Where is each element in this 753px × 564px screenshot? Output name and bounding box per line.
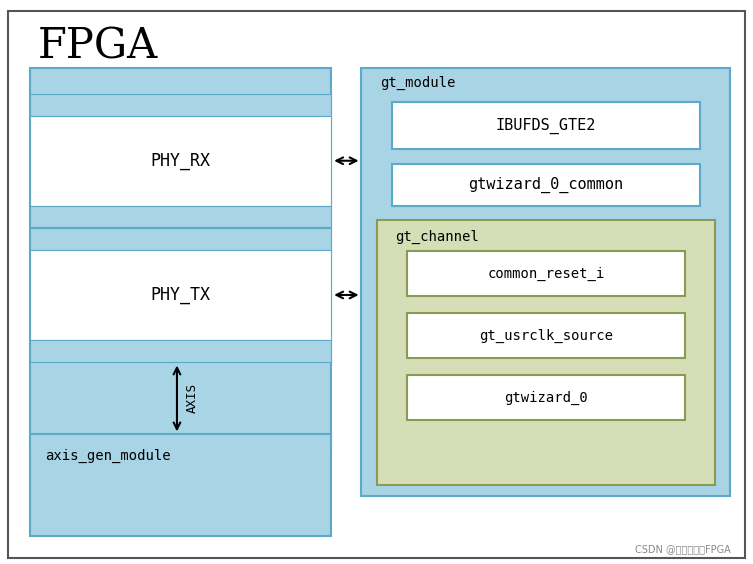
Bar: [30, 206, 331, 227]
Text: gt_usrclk_source: gt_usrclk_source: [479, 328, 613, 343]
Bar: [361, 68, 730, 496]
Bar: [30, 340, 331, 362]
Bar: [30, 228, 331, 250]
Bar: [407, 313, 685, 358]
Text: gtwizard_0: gtwizard_0: [504, 390, 588, 405]
Bar: [407, 375, 685, 420]
Bar: [407, 251, 685, 296]
Text: FPGA: FPGA: [38, 25, 158, 67]
Text: PHY_TX: PHY_TX: [151, 286, 211, 304]
Bar: [30, 68, 331, 451]
Text: common_reset_i: common_reset_i: [487, 266, 605, 281]
Text: CSDN @顺子学不会FPGA: CSDN @顺子学不会FPGA: [635, 544, 730, 554]
Bar: [392, 102, 700, 149]
Bar: [392, 164, 700, 206]
Text: PHY_RX: PHY_RX: [151, 152, 211, 170]
Bar: [30, 434, 331, 536]
Text: gtwizard_0_common: gtwizard_0_common: [468, 177, 623, 193]
Bar: [376, 220, 715, 485]
Text: gt_channel: gt_channel: [395, 230, 479, 244]
Text: axis_gen_module: axis_gen_module: [45, 448, 171, 462]
Text: IBUFDS_GTE2: IBUFDS_GTE2: [495, 117, 596, 134]
Text: AXIS: AXIS: [186, 384, 199, 413]
Bar: [30, 250, 331, 340]
Bar: [30, 94, 331, 116]
Bar: [30, 116, 331, 206]
Text: gt_module: gt_module: [380, 76, 456, 90]
